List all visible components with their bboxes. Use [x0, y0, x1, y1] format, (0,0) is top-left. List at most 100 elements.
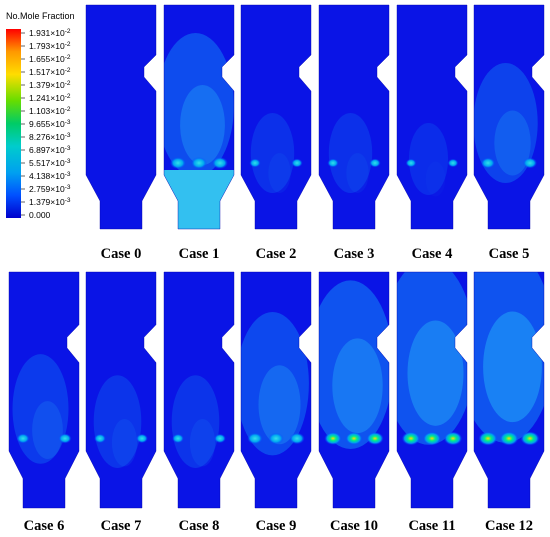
colorbar: [6, 29, 21, 218]
furnace-outline: [473, 271, 545, 509]
burner-hotspot: [480, 157, 496, 169]
plume-core: [32, 401, 63, 460]
furnace-outline: [240, 271, 312, 509]
furnace-panels: Case 0 Case 1 Case 2 Case 3 Case 4 Case 5 Case…: [8, 4, 545, 534]
furnace-background: [86, 5, 156, 229]
legend-tick-label: 1.379×10-3: [29, 197, 71, 207]
legend-tick-label: 1.931×10-2: [29, 28, 71, 38]
burner-hotspot: [499, 431, 519, 446]
plume-core: [258, 365, 301, 445]
hopper-fill: [164, 170, 234, 229]
burner-hotspot: [214, 433, 226, 444]
plume-region: [171, 375, 220, 468]
furnace-panel: Case 1: [163, 4, 235, 262]
burner-hotspot: [443, 431, 463, 446]
case-label: Case 7: [101, 518, 142, 534]
furnace-panel: Case 11: [396, 271, 468, 534]
case-label: Case 10: [330, 518, 378, 534]
furnace-panel: Case 2: [240, 4, 312, 262]
burner-hotspot: [401, 431, 421, 446]
plume-region: [250, 113, 295, 193]
plume-region: [474, 63, 538, 183]
burner-hotspot: [369, 158, 381, 168]
plume-region: [241, 312, 309, 456]
furnace-outline: [396, 271, 468, 509]
legend-tick-label: 1.655×10-2: [29, 54, 71, 64]
burner-hotspot: [191, 157, 207, 169]
furnace-outline: [85, 271, 157, 509]
burner-hotspot: [94, 433, 106, 444]
furnace-panel: Case 10: [318, 271, 390, 534]
case-label: Case 4: [412, 246, 453, 262]
legend-tick-label: 1.379×10-2: [29, 80, 71, 90]
legend-tick-label: 2.759×10-3: [29, 184, 71, 194]
burner-hotspot: [366, 432, 384, 445]
burner-hotspot: [422, 431, 442, 446]
furnace-outline: [318, 4, 390, 230]
furnace-panel: Case 4: [396, 4, 468, 262]
plume-core: [494, 110, 531, 176]
burner-hotspot: [291, 158, 303, 168]
plume-core: [268, 153, 291, 193]
burner-hotspot: [522, 157, 538, 169]
furnace-outline: [396, 4, 468, 230]
furnace-panel: Case 0: [85, 4, 157, 262]
furnace-panel: Case 7: [85, 271, 157, 534]
legend-title: No.Mole Fraction: [6, 11, 75, 21]
burner-hotspot: [16, 433, 30, 444]
legend-tick-label: 1.241×10-2: [29, 93, 71, 103]
furnace-background: [241, 5, 311, 229]
case-label: Case 1: [179, 246, 220, 262]
burner-hotspot: [447, 158, 459, 168]
furnace-outline: [240, 4, 312, 230]
plume-core: [346, 153, 369, 193]
plume-core: [332, 338, 383, 434]
plume-core: [407, 320, 464, 426]
legend-tick-label: 4.138×10-3: [29, 171, 71, 181]
furnace-background: [164, 272, 234, 508]
case-label: Case 2: [256, 246, 297, 262]
legend-tick-label: 1.103×10-2: [29, 106, 71, 116]
furnace-panel: Case 8: [163, 271, 235, 534]
furnace-background: [319, 5, 389, 229]
case-label: Case 12: [485, 518, 533, 534]
plume-core: [111, 418, 138, 467]
legend-tick-label: 5.517×10-3: [29, 158, 71, 168]
case-label: Case 6: [24, 518, 65, 534]
burner-hotspot: [289, 432, 305, 445]
burner-hotspot: [136, 433, 148, 444]
furnace-panel: Case 9: [240, 271, 312, 534]
burner-hotspot: [170, 157, 186, 169]
furnace-panel: Case 6: [8, 271, 80, 534]
furnace-outline: [85, 4, 157, 230]
plume-region: [328, 113, 373, 193]
burner-hotspot: [249, 158, 261, 168]
burner-hotspot: [212, 157, 228, 169]
case-label: Case 5: [489, 246, 530, 262]
furnace-outline: [473, 4, 545, 230]
plume-core: [189, 418, 216, 467]
plume-core: [180, 85, 225, 165]
furnace-background: [397, 5, 467, 229]
legend-tick-label: 0.000: [29, 210, 51, 220]
burner-hotspot: [172, 433, 184, 444]
legend-tick-label: 6.897×10-3: [29, 145, 71, 155]
case-label: Case 8: [179, 518, 220, 534]
burner-hotspot: [324, 432, 342, 445]
legend-tick-label: 1.793×10-2: [29, 41, 71, 51]
burner-hotspot: [327, 158, 339, 168]
burner-hotspot: [247, 432, 263, 445]
burner-hotspot: [478, 431, 498, 446]
case-label: Case 11: [408, 518, 455, 534]
furnace-background: [86, 272, 156, 508]
plume-core: [425, 161, 446, 197]
burner-hotspot: [58, 433, 72, 444]
furnace-outline: [318, 271, 390, 509]
plume-core: [483, 311, 542, 423]
burner-hotspot: [268, 432, 284, 445]
case-label: Case 9: [256, 518, 297, 534]
furnace-outline: [163, 271, 235, 509]
case-label: Case 0: [101, 246, 142, 262]
furnace-panel: Case 3: [318, 4, 390, 262]
legend-tick-labels: 1.931×10-2 1.793×10-2 1.655×10-2 1.517×10-2…: [21, 28, 71, 220]
